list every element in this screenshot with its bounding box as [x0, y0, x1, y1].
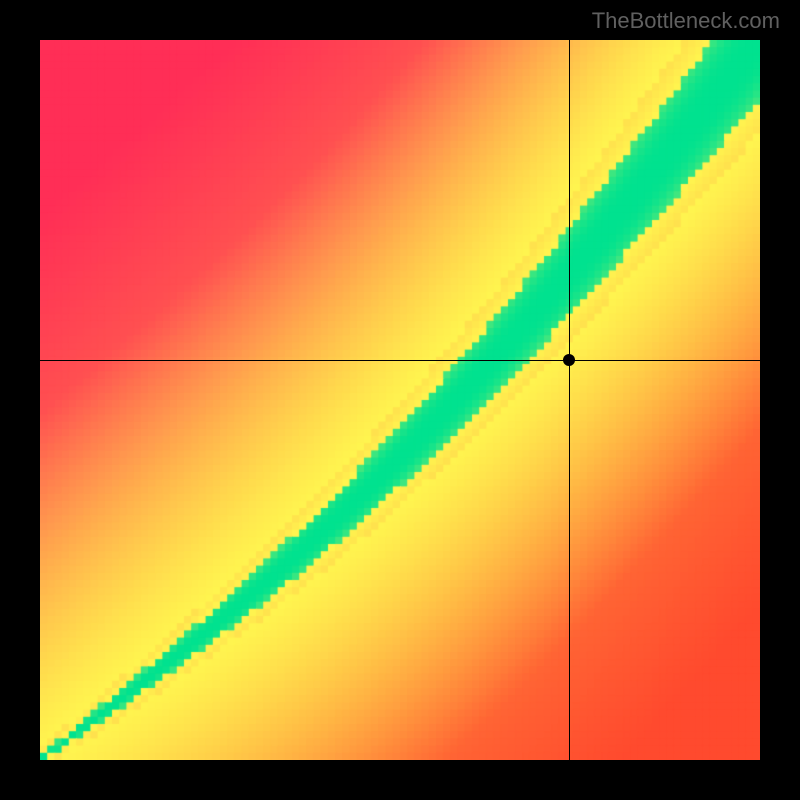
watermark-text: TheBottleneck.com	[592, 8, 780, 34]
bottleneck-heatmap	[40, 40, 760, 760]
crosshair-horizontal	[40, 360, 760, 361]
crosshair-marker	[563, 354, 575, 366]
crosshair-vertical	[569, 40, 570, 760]
